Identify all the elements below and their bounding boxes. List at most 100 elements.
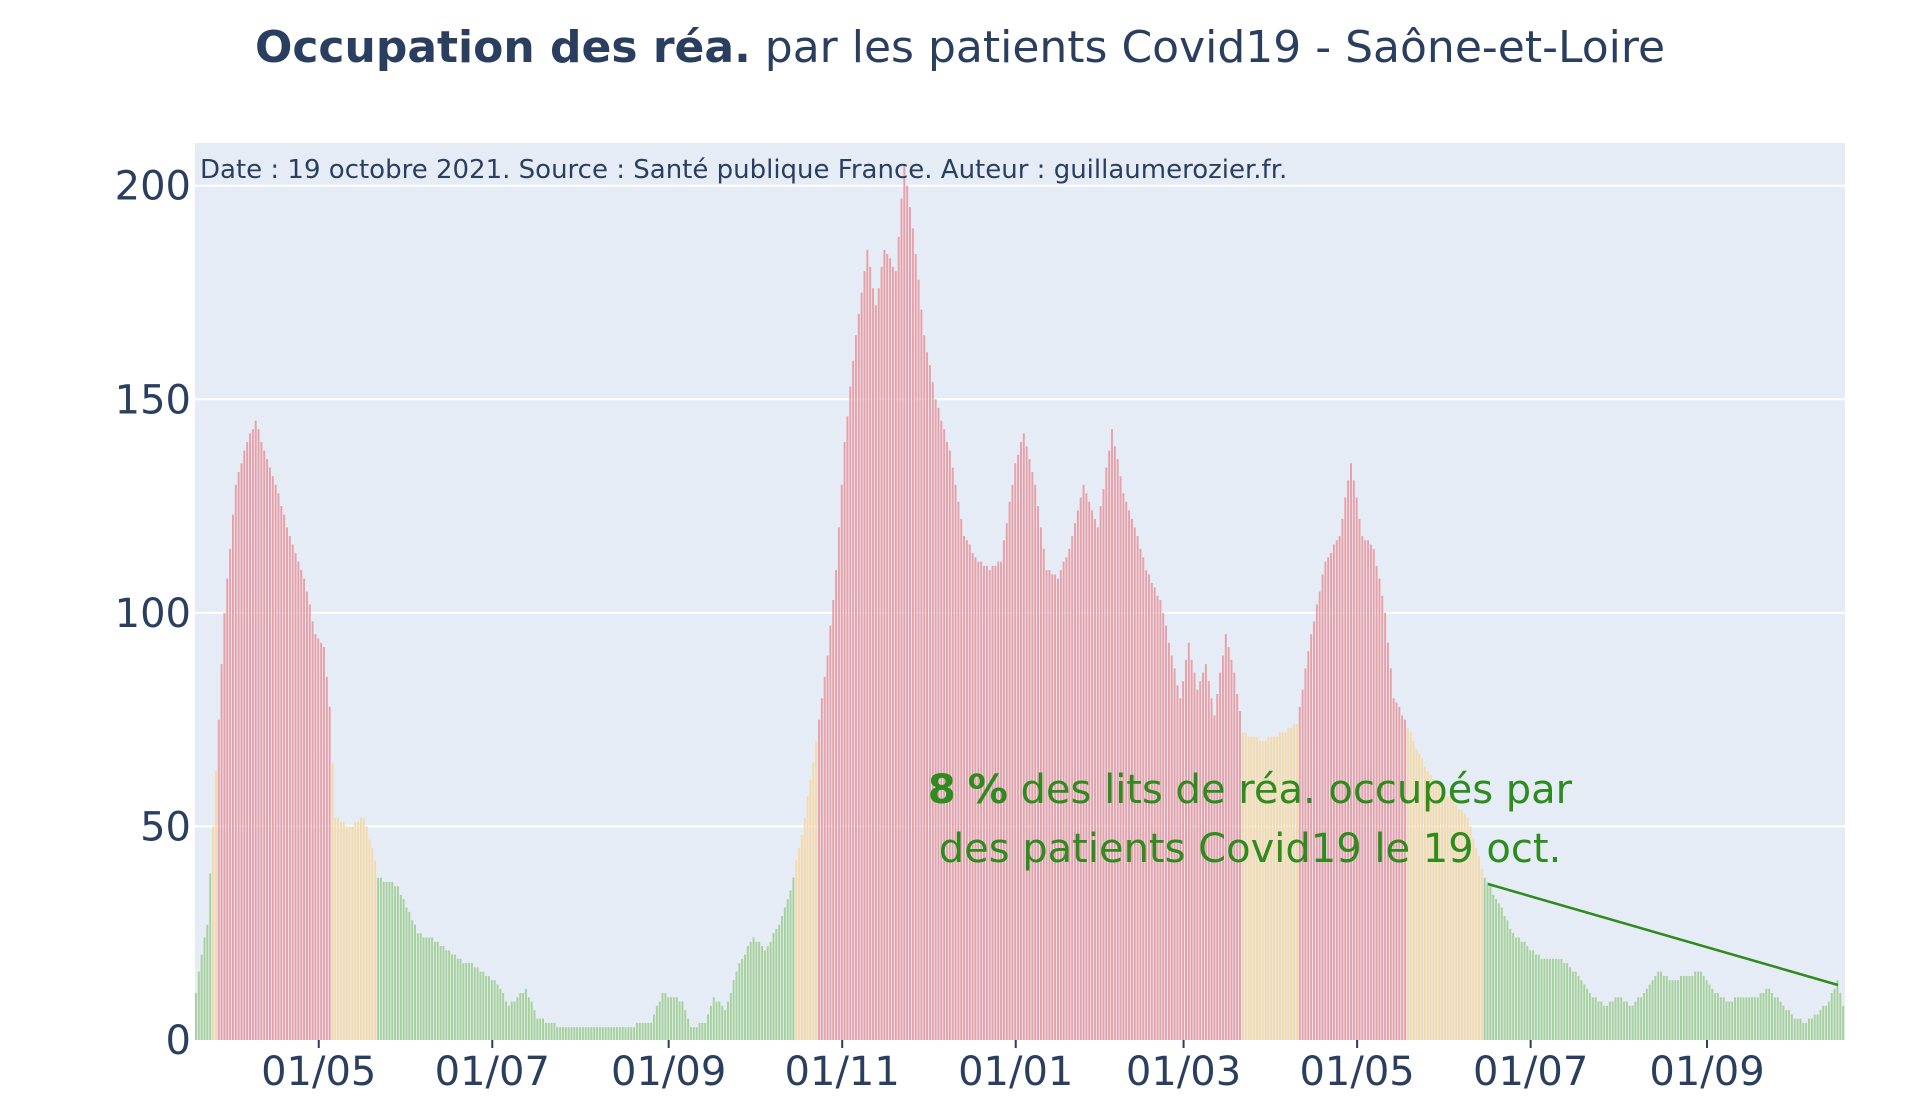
bar	[1551, 958, 1554, 1040]
bar	[1597, 1001, 1600, 1040]
bar	[1603, 1005, 1606, 1040]
bar	[644, 1022, 647, 1040]
bar	[197, 971, 200, 1040]
bar	[616, 1027, 618, 1040]
bar	[1045, 570, 1048, 1040]
bar	[695, 1027, 698, 1040]
x-tick-label: 01/05	[261, 1049, 376, 1095]
bar	[323, 647, 325, 1040]
bar	[849, 386, 852, 1041]
bar	[547, 1022, 550, 1040]
bar	[1455, 805, 1458, 1040]
bar	[320, 642, 323, 1040]
bar	[684, 1010, 687, 1040]
bar	[587, 1027, 590, 1040]
bar	[451, 954, 453, 1040]
bar	[755, 941, 758, 1040]
bar	[1116, 459, 1119, 1041]
bar	[891, 266, 894, 1040]
bar	[576, 1027, 579, 1040]
bar	[570, 1027, 573, 1040]
bar	[1347, 480, 1350, 1040]
bar	[1113, 446, 1116, 1040]
bar	[243, 450, 246, 1040]
bar	[1628, 1005, 1631, 1040]
bar	[288, 535, 291, 1040]
bar	[1793, 1018, 1796, 1040]
bar	[1054, 574, 1057, 1040]
bar	[1426, 770, 1429, 1040]
bar	[1051, 574, 1054, 1040]
bar	[542, 1018, 545, 1040]
bar	[1583, 984, 1586, 1040]
bar	[1401, 715, 1404, 1040]
bar	[1816, 1014, 1819, 1040]
bar	[1005, 523, 1008, 1040]
bar	[667, 997, 670, 1040]
bar	[1441, 787, 1443, 1040]
bar	[886, 254, 889, 1040]
bar	[1788, 1010, 1791, 1040]
bar	[428, 937, 431, 1040]
bar	[658, 1001, 661, 1040]
chart-title: Occupation des réa. par les patients Cov…	[0, 22, 1920, 73]
bar	[863, 271, 866, 1040]
bar	[675, 997, 678, 1040]
bar	[971, 553, 974, 1040]
bar	[960, 518, 963, 1040]
bar	[1204, 664, 1207, 1040]
bar	[1355, 497, 1358, 1040]
bar	[1008, 501, 1011, 1040]
bar	[1606, 1005, 1608, 1040]
bar	[581, 1027, 584, 1040]
bar	[792, 877, 795, 1040]
bar	[946, 442, 948, 1040]
bar	[1253, 736, 1256, 1040]
bar	[1415, 749, 1418, 1040]
bar	[894, 271, 897, 1040]
bar	[1611, 1001, 1614, 1040]
bar	[371, 847, 374, 1040]
bar	[1079, 497, 1082, 1040]
bar	[1122, 493, 1125, 1040]
bar	[931, 382, 934, 1040]
bar	[340, 822, 343, 1040]
bar	[1364, 540, 1367, 1040]
bar	[229, 548, 232, 1040]
bar	[1734, 997, 1736, 1040]
bar	[1330, 553, 1333, 1040]
bar	[1395, 702, 1398, 1040]
bar	[1000, 561, 1003, 1040]
bar	[1557, 958, 1560, 1040]
bar	[1716, 993, 1719, 1040]
bar	[1324, 561, 1327, 1040]
bar	[479, 971, 482, 1040]
bar	[1179, 698, 1182, 1040]
bar	[1782, 1005, 1785, 1040]
bar	[1699, 971, 1702, 1040]
bar	[1435, 783, 1438, 1040]
bar	[1503, 916, 1506, 1040]
bar	[650, 1022, 653, 1040]
bar	[1665, 975, 1668, 1040]
bar	[1017, 454, 1020, 1040]
bar	[1705, 980, 1708, 1040]
bar	[1190, 659, 1193, 1040]
bar	[1369, 544, 1372, 1040]
bar	[1352, 480, 1355, 1040]
bar	[852, 360, 855, 1041]
y-axis: 0 50 100 150 200	[115, 164, 191, 1064]
bar	[786, 899, 789, 1040]
bar	[741, 958, 744, 1040]
bar	[382, 881, 385, 1040]
bar	[283, 514, 286, 1040]
annotation-line-1: 8% des lits de réa. occupés par	[928, 767, 1573, 813]
bar	[1756, 997, 1759, 1040]
bar	[1489, 886, 1492, 1040]
bar	[1668, 980, 1671, 1040]
bar	[1185, 659, 1187, 1040]
bar	[1580, 980, 1583, 1040]
bar	[1102, 488, 1105, 1040]
bar	[1042, 548, 1045, 1040]
